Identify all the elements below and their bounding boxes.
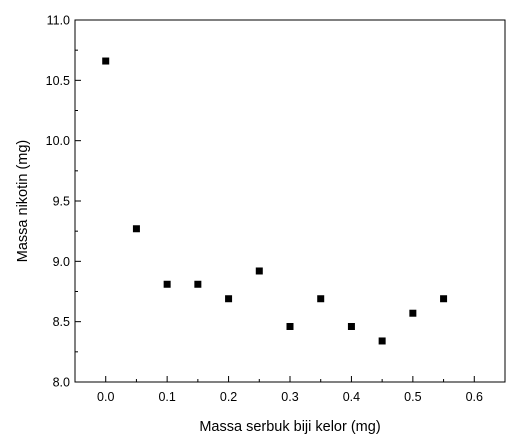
data-point	[317, 295, 325, 303]
x-tick-label: 0.1	[158, 390, 175, 404]
y-tick-label: 10.5	[46, 74, 70, 88]
y-tick-label: 8.5	[53, 315, 70, 329]
data-point	[347, 322, 355, 330]
x-tick-label: 0.4	[343, 390, 360, 404]
data-point	[102, 57, 110, 65]
x-tick-label: 0.5	[404, 390, 421, 404]
y-axis-title: Massa nikotin (mg)	[15, 140, 31, 262]
y-axis-ticks: 8.0 8.5 9.0 9.5 10.0 10.5 11.0	[46, 14, 81, 390]
data-point	[194, 280, 202, 288]
x-axis-ticks: 0.0 0.1 0.2 0.3 0.4 0.5 0.6	[97, 376, 483, 404]
data-point	[132, 225, 140, 233]
x-tick-label: 0.6	[466, 390, 483, 404]
data-point	[225, 295, 233, 303]
data-point	[378, 337, 386, 345]
data-point	[286, 322, 294, 330]
data-point	[163, 280, 171, 288]
y-tick-label: 10.0	[46, 134, 70, 148]
x-tick-label: 0.0	[97, 390, 114, 404]
y-tick-label: 9.5	[53, 195, 70, 209]
x-tick-label: 0.3	[281, 390, 298, 404]
data-point	[409, 309, 417, 317]
data-points	[102, 57, 448, 345]
y-tick-label: 9.0	[53, 255, 70, 269]
x-axis-title: Massa serbuk biji kelor (mg)	[199, 419, 380, 435]
data-point	[255, 267, 263, 275]
y-tick-label: 11.0	[47, 14, 70, 28]
data-point	[440, 295, 448, 303]
y-tick-label: 8.0	[53, 376, 70, 390]
x-tick-label: 0.2	[220, 390, 237, 404]
